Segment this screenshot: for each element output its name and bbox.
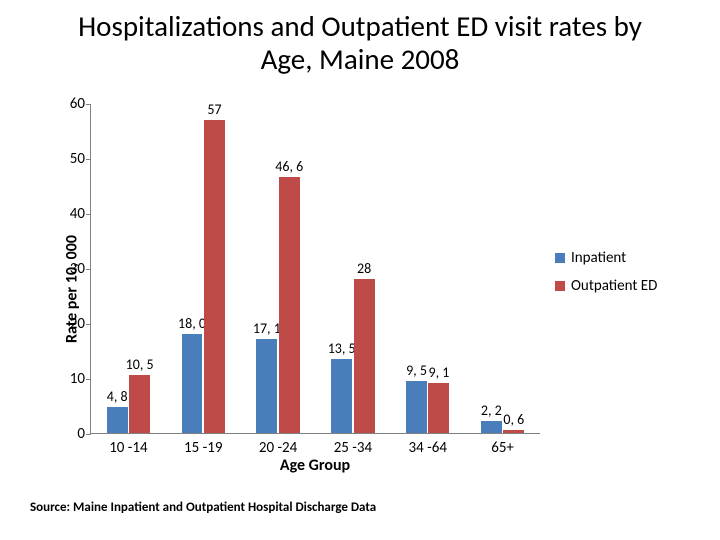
bar-value-label: 57 — [207, 101, 221, 118]
y-tick-label: 10 — [70, 370, 85, 388]
y-tick-mark — [86, 434, 91, 435]
legend-label: Inpatient — [571, 249, 626, 267]
x-tick-label: 10 -14 — [109, 439, 147, 457]
x-tick-label: 20 -24 — [259, 439, 297, 457]
bar-value-label: 2, 2 — [481, 402, 502, 419]
bar-inpatient: 18, 0 — [182, 334, 203, 433]
bar-group: 17, 146, 620 -24 — [241, 104, 316, 433]
y-tick-label: 20 — [70, 315, 85, 333]
bar-group: 18, 05715 -19 — [166, 104, 241, 433]
bar-value-label: 46, 6 — [275, 158, 303, 175]
bar-inpatient: 4, 8 — [107, 407, 128, 433]
y-tick-label: 40 — [70, 205, 85, 223]
bar-outpatient: 28 — [354, 279, 375, 433]
bar-inpatient: 9, 5 — [406, 381, 427, 433]
legend: Inpatient Outpatient ED — [555, 249, 657, 305]
y-tick-label: 60 — [70, 95, 85, 113]
plot-region: 01020304050604, 810, 510 -1418, 05715 -1… — [90, 104, 540, 434]
bar-outpatient: 10, 5 — [129, 375, 150, 433]
bar-value-label: 9, 1 — [429, 364, 450, 381]
bar-group: 13, 52825 -34 — [316, 104, 391, 433]
x-tick-label: 65+ — [491, 439, 514, 457]
bar-outpatient: 46, 6 — [279, 177, 300, 433]
chart-area: Rate per 10, 000 01020304050604, 810, 51… — [30, 104, 690, 474]
bar-inpatient: 13, 5 — [331, 359, 352, 433]
bar-value-label: 10, 5 — [126, 356, 154, 373]
bar-outpatient: 9, 1 — [428, 383, 449, 433]
bar-inpatient: 2, 2 — [481, 421, 502, 433]
legend-swatch — [555, 281, 565, 291]
bar-outpatient: 57 — [204, 120, 225, 434]
bar-inpatient: 17, 1 — [256, 339, 277, 433]
chart-title: Hospitalizations and Outpatient ED visit… — [0, 0, 720, 85]
bar-group: 9, 59, 134 -64 — [390, 104, 465, 433]
bar-value-label: 28 — [357, 260, 371, 277]
legend-item: Outpatient ED — [555, 277, 657, 295]
legend-item: Inpatient — [555, 249, 657, 267]
x-tick-label: 25 -34 — [334, 439, 372, 457]
bar-outpatient: 0, 6 — [503, 430, 524, 433]
legend-label: Outpatient ED — [571, 277, 657, 295]
bar-value-label: 17, 1 — [253, 320, 281, 337]
x-axis-label: Age Group — [90, 456, 540, 475]
y-tick-label: 30 — [70, 260, 85, 278]
bar-value-label: 0, 6 — [503, 411, 524, 428]
x-tick-label: 15 -19 — [184, 439, 222, 457]
legend-swatch — [555, 253, 565, 263]
bar-value-label: 18, 0 — [178, 315, 206, 332]
bar-group: 2, 20, 665+ — [465, 104, 540, 433]
bar-group: 4, 810, 510 -14 — [91, 104, 166, 433]
bar-value-label: 4, 8 — [107, 388, 128, 405]
y-tick-label: 0 — [77, 425, 85, 443]
source-text: Source: Maine Inpatient and Outpatient H… — [30, 500, 376, 515]
x-tick-label: 34 -64 — [409, 439, 447, 457]
y-tick-label: 50 — [70, 150, 85, 168]
bar-value-label: 13, 5 — [328, 340, 356, 357]
bar-value-label: 9, 5 — [406, 362, 427, 379]
